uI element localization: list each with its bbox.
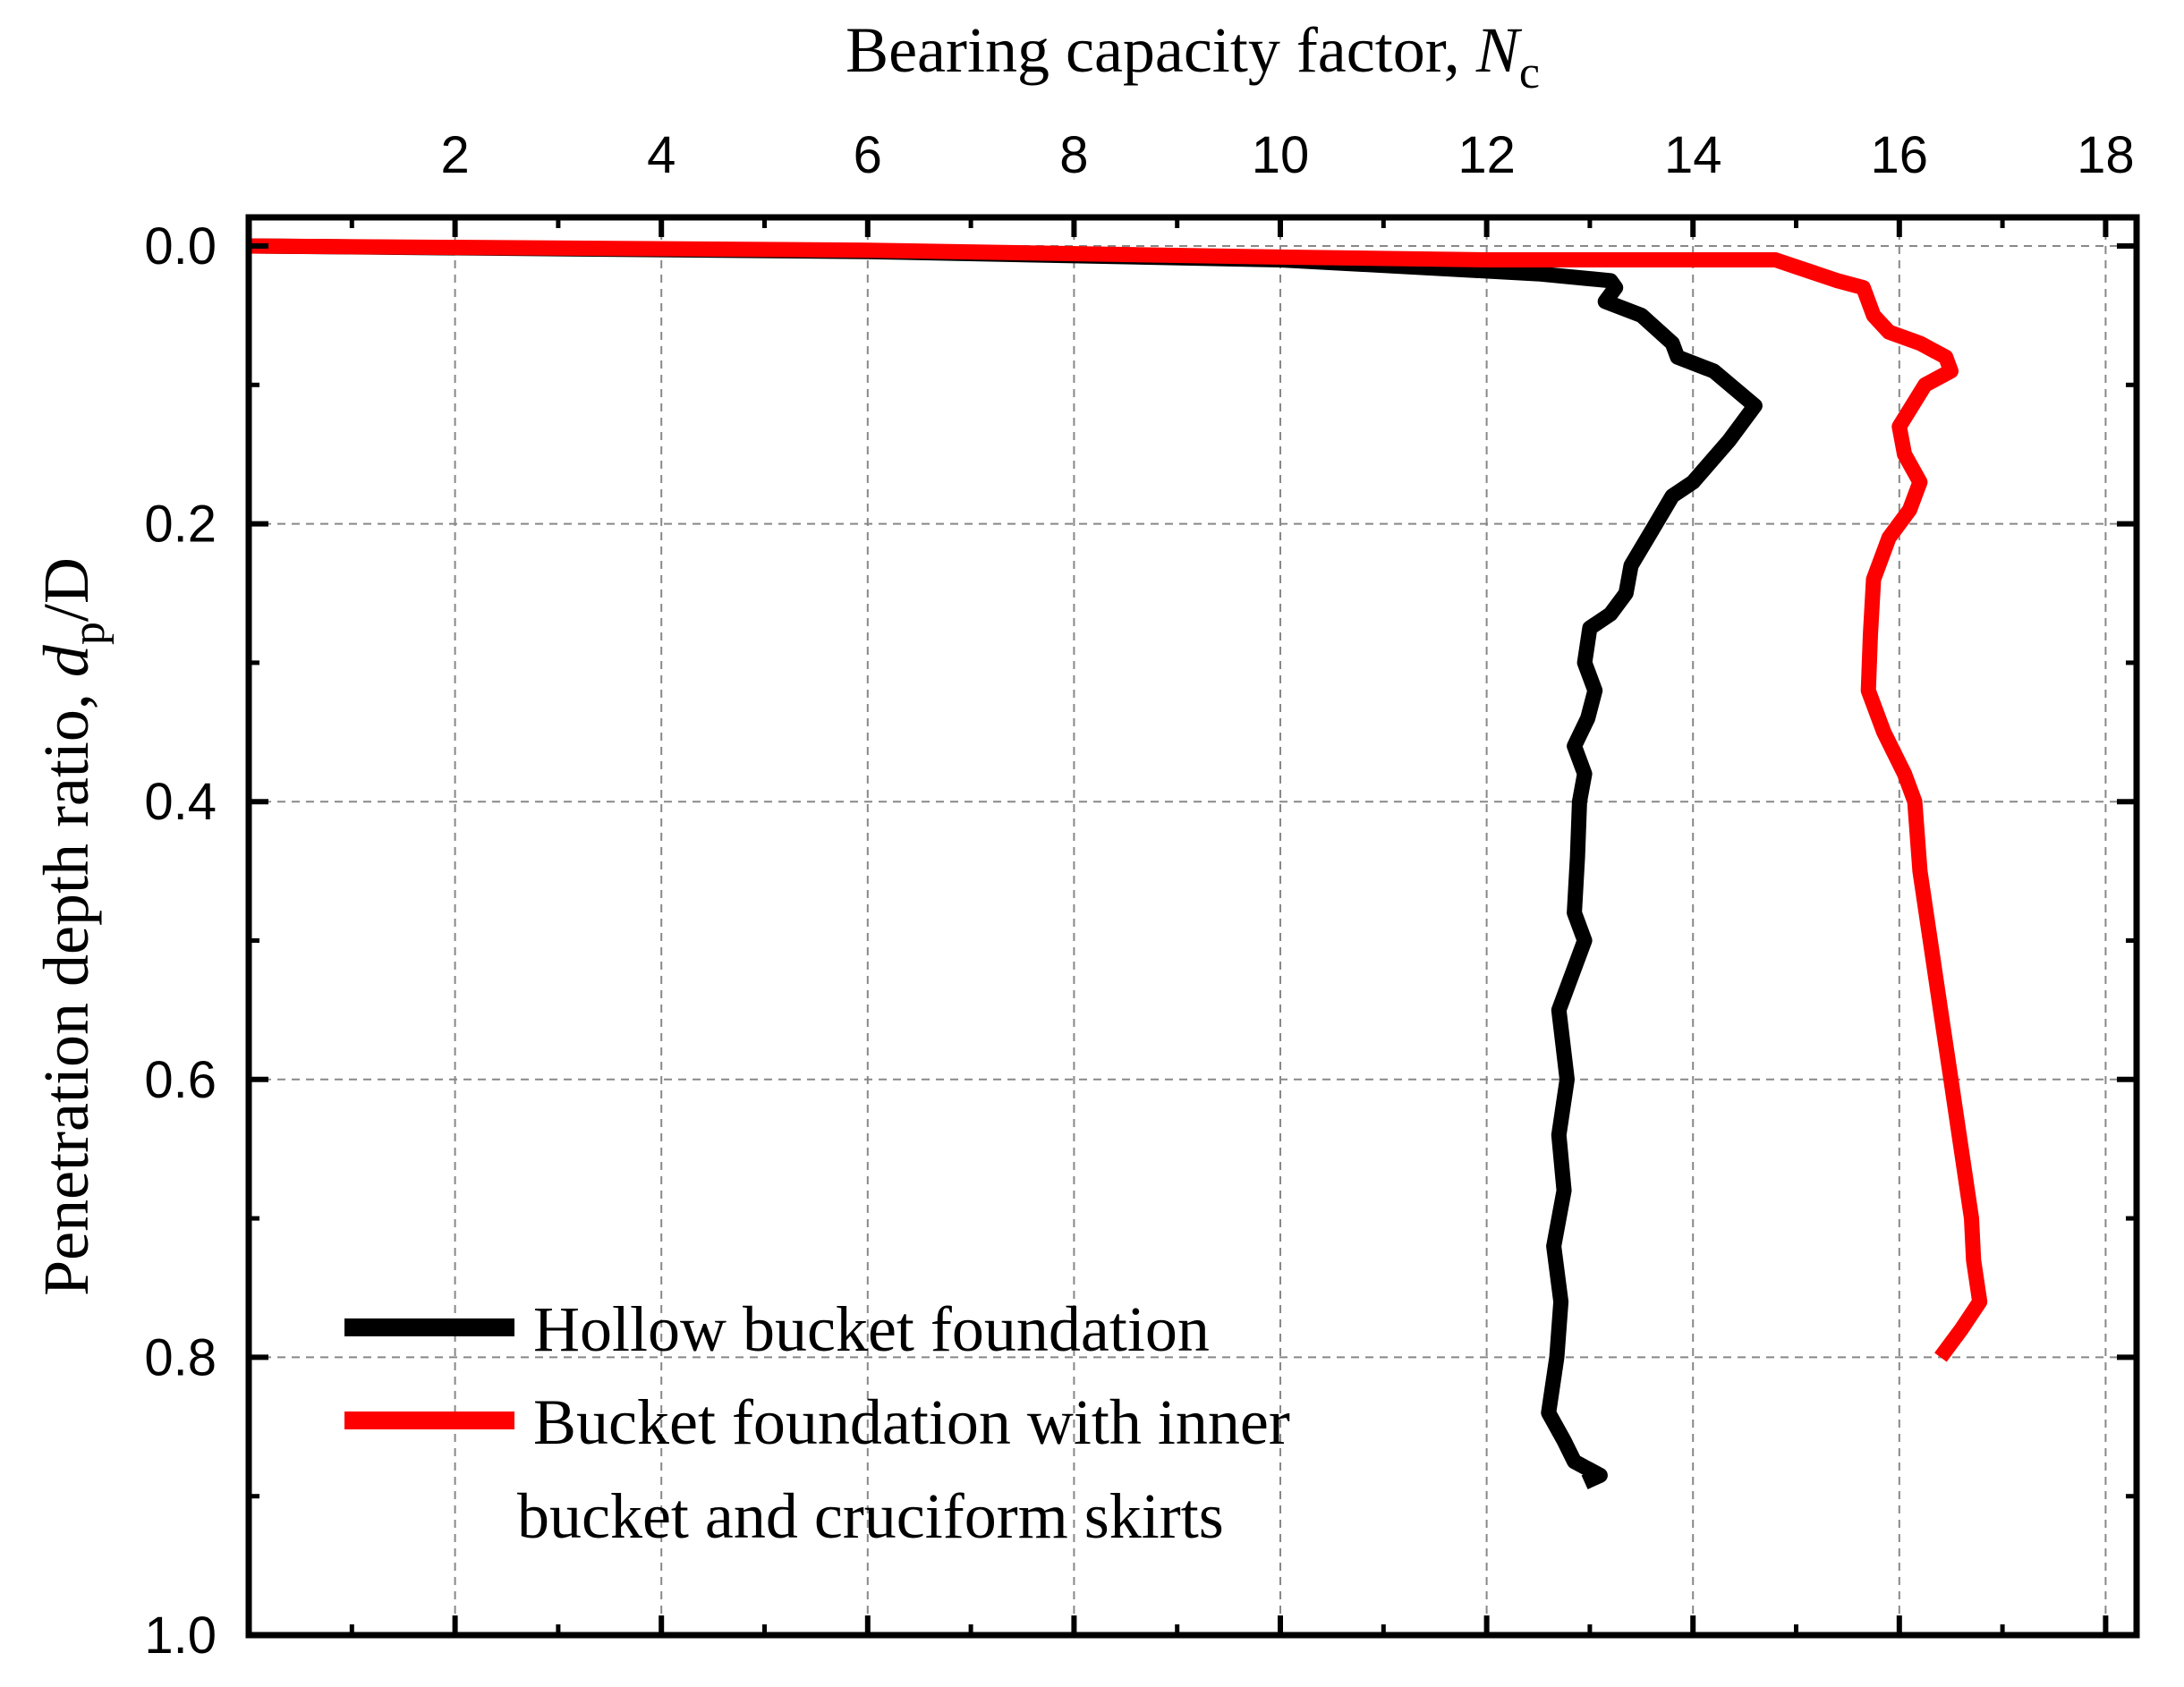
x-tick-label: 2 [440, 126, 469, 184]
axis-ticks [249, 217, 2137, 1638]
x-tick-label: 16 [1871, 126, 1929, 184]
series-line-inner-bucket [248, 238, 1988, 1362]
y-tick-label: 0.6 [144, 1051, 217, 1109]
series-lines [248, 238, 1988, 1489]
x-axis-title: Bearing capacity factor, Nc [846, 14, 1540, 98]
legend-label-inner-bucket-line1: Bucket foundation with inner [533, 1386, 1290, 1458]
x-tick-label: 12 [1457, 126, 1516, 184]
y-axis-title: Penetration depth ratio, dp/D [30, 557, 115, 1296]
y-tick-label: 0.0 [144, 217, 217, 276]
x-tick-label: 18 [2077, 126, 2135, 184]
y-tick-label: 0.2 [144, 496, 217, 554]
x-tick-labels: 2 4 6 8 10 12 14 16 18 [440, 126, 2134, 184]
grid-lines [249, 217, 2137, 1635]
x-tick-label: 4 [647, 126, 676, 184]
x-tick-label: 8 [1059, 126, 1088, 184]
legend-label-hollow-bucket: Hollow bucket foundation [533, 1293, 1210, 1365]
plot-frame [245, 214, 2140, 1639]
x-tick-label: 10 [1252, 126, 1310, 184]
y-tick-label: 1.0 [144, 1606, 217, 1665]
y-tick-label: 0.4 [144, 773, 217, 831]
x-tick-label: 14 [1664, 126, 1722, 184]
legend: Hollow bucket foundation Bucket foundati… [344, 1293, 1290, 1552]
x-tick-label: 6 [854, 126, 882, 184]
series-line-hollow-bucket [248, 238, 1763, 1489]
y-tick-labels: 0.0 0.2 0.4 0.6 0.8 1.0 [144, 217, 217, 1665]
legend-label-inner-bucket-line2: bucket and cruciform skirts [517, 1480, 1224, 1552]
y-tick-label: 0.8 [144, 1328, 217, 1386]
